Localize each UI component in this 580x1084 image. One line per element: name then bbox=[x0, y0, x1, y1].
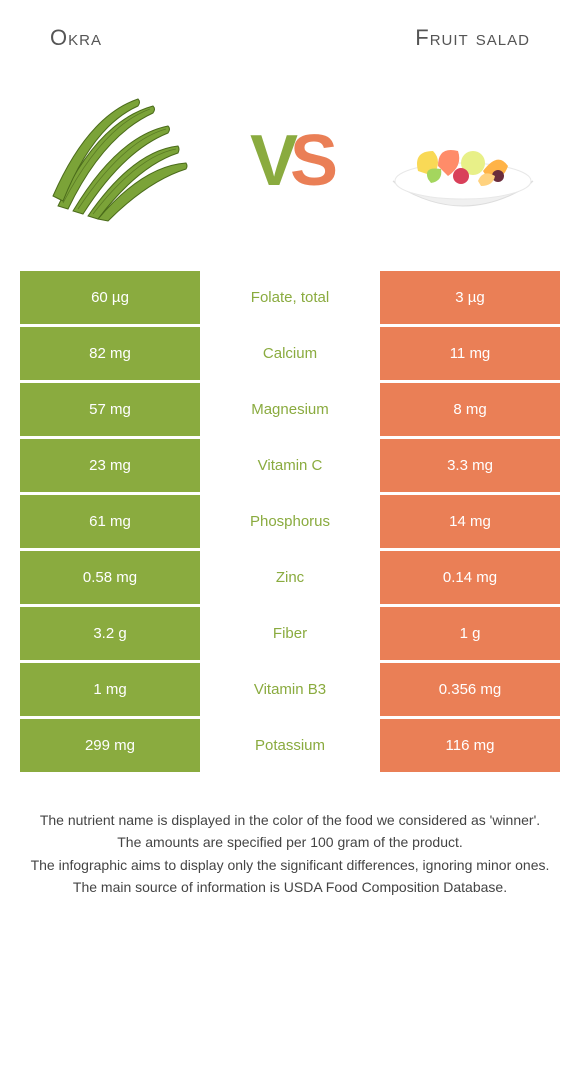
nutrient-name: Vitamin C bbox=[200, 439, 380, 492]
value-right: 116 mg bbox=[380, 719, 560, 772]
value-left: 82 mg bbox=[20, 327, 200, 380]
food-name-left: Okra bbox=[50, 25, 102, 51]
value-right: 14 mg bbox=[380, 495, 560, 548]
nutrient-name: Phosphorus bbox=[200, 495, 380, 548]
value-right: 3 µg bbox=[380, 271, 560, 324]
nutrient-name: Magnesium bbox=[200, 383, 380, 436]
value-right: 0.14 mg bbox=[380, 551, 560, 604]
footer-line: The nutrient name is displayed in the co… bbox=[25, 810, 555, 830]
value-left: 1 mg bbox=[20, 663, 200, 716]
value-right: 3.3 mg bbox=[380, 439, 560, 492]
nutrient-name: Calcium bbox=[200, 327, 380, 380]
footer-line: The amounts are specified per 100 gram o… bbox=[25, 832, 555, 852]
value-left: 57 mg bbox=[20, 383, 200, 436]
value-left: 0.58 mg bbox=[20, 551, 200, 604]
table-row: 57 mgMagnesium8 mg bbox=[20, 383, 560, 436]
value-right: 0.356 mg bbox=[380, 663, 560, 716]
table-row: 299 mgPotassium116 mg bbox=[20, 719, 560, 772]
value-right: 8 mg bbox=[380, 383, 560, 436]
vs-letter-v: V bbox=[250, 120, 290, 202]
food-name-right: Fruit salad bbox=[415, 25, 530, 51]
table-row: 60 µgFolate, total3 µg bbox=[20, 271, 560, 324]
nutrient-table: 60 µgFolate, total3 µg82 mgCalcium11 mg5… bbox=[0, 271, 580, 772]
footer-line: The infographic aims to display only the… bbox=[25, 855, 555, 875]
hero-section: V S bbox=[0, 61, 580, 271]
table-row: 82 mgCalcium11 mg bbox=[20, 327, 560, 380]
value-left: 299 mg bbox=[20, 719, 200, 772]
okra-image bbox=[35, 91, 200, 231]
value-left: 23 mg bbox=[20, 439, 200, 492]
nutrient-name: Zinc bbox=[200, 551, 380, 604]
value-right: 1 g bbox=[380, 607, 560, 660]
nutrient-name: Fiber bbox=[200, 607, 380, 660]
table-row: 61 mgPhosphorus14 mg bbox=[20, 495, 560, 548]
fruit-salad-image bbox=[380, 91, 545, 231]
footer-line: The main source of information is USDA F… bbox=[25, 877, 555, 897]
title-bar: Okra Fruit salad bbox=[0, 0, 580, 61]
vs-letter-s: S bbox=[290, 120, 330, 202]
table-row: 23 mgVitamin C3.3 mg bbox=[20, 439, 560, 492]
table-row: 3.2 gFiber1 g bbox=[20, 607, 560, 660]
nutrient-name: Folate, total bbox=[200, 271, 380, 324]
vs-label: V S bbox=[250, 120, 330, 202]
table-row: 0.58 mgZinc0.14 mg bbox=[20, 551, 560, 604]
nutrient-name: Potassium bbox=[200, 719, 380, 772]
value-left: 61 mg bbox=[20, 495, 200, 548]
table-row: 1 mgVitamin B30.356 mg bbox=[20, 663, 560, 716]
value-left: 3.2 g bbox=[20, 607, 200, 660]
nutrient-name: Vitamin B3 bbox=[200, 663, 380, 716]
value-left: 60 µg bbox=[20, 271, 200, 324]
value-right: 11 mg bbox=[380, 327, 560, 380]
footer-notes: The nutrient name is displayed in the co… bbox=[0, 775, 580, 897]
